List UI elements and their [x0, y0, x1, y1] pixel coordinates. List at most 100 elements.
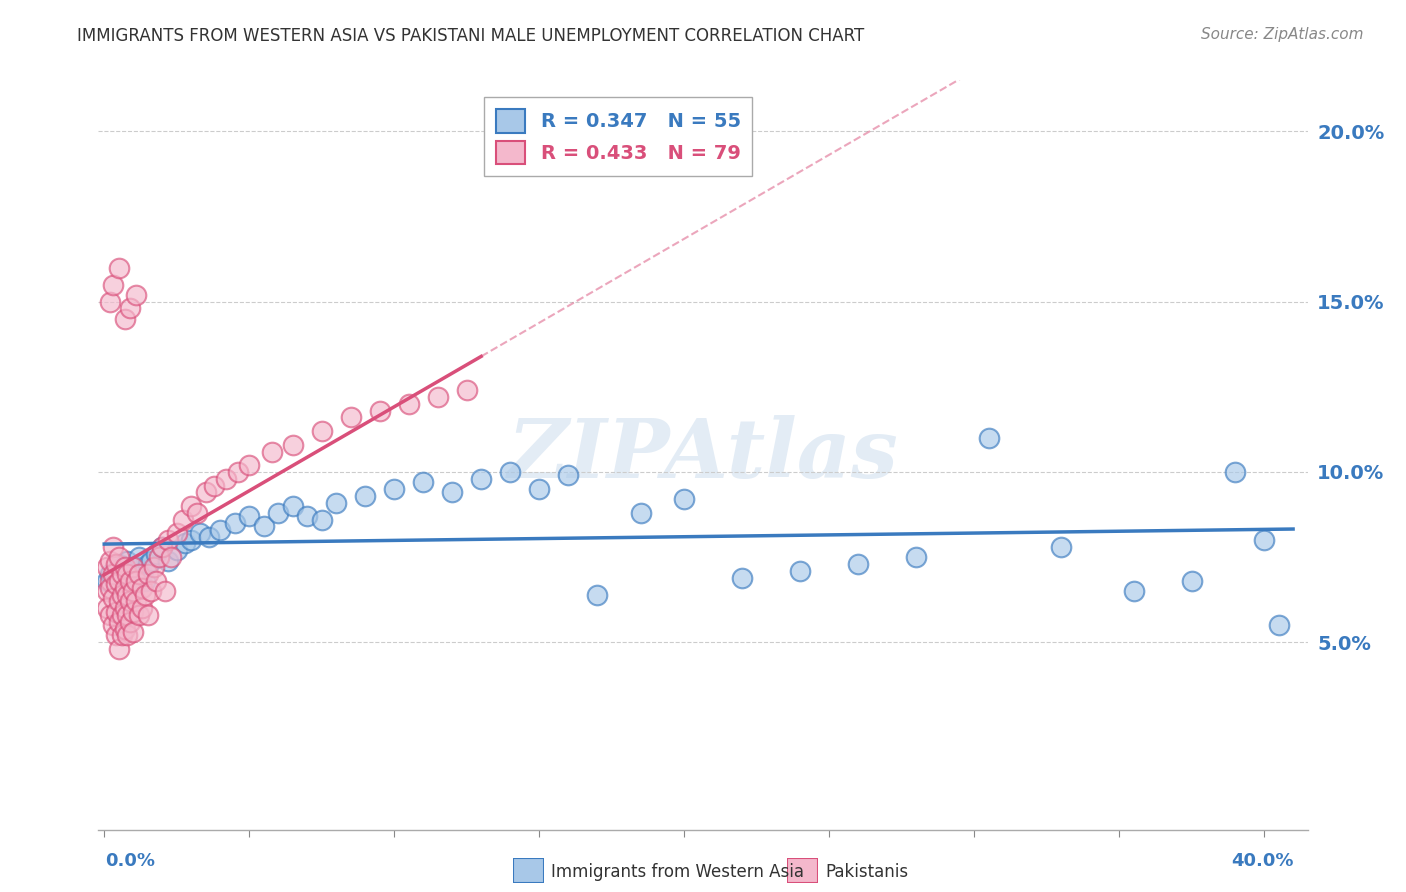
Text: IMMIGRANTS FROM WESTERN ASIA VS PAKISTANI MALE UNEMPLOYMENT CORRELATION CHART: IMMIGRANTS FROM WESTERN ASIA VS PAKISTAN…	[77, 27, 865, 45]
Point	[114, 581, 136, 595]
Point	[104, 557, 127, 571]
Point	[188, 526, 211, 541]
Point	[209, 523, 232, 537]
Point	[153, 584, 176, 599]
Point	[98, 574, 121, 588]
Point	[166, 543, 188, 558]
Point	[96, 584, 118, 599]
Point	[96, 560, 118, 574]
Point	[101, 570, 124, 584]
Point	[368, 403, 391, 417]
Point	[107, 550, 129, 565]
Text: Source: ZipAtlas.com: Source: ZipAtlas.com	[1201, 27, 1364, 42]
Point	[136, 607, 159, 622]
Point	[107, 260, 129, 275]
Point	[120, 574, 142, 588]
Point	[125, 574, 148, 588]
Point	[1267, 618, 1289, 632]
Point	[98, 553, 121, 567]
Point	[110, 628, 132, 642]
Point	[253, 519, 276, 533]
Point	[905, 550, 928, 565]
Point	[846, 557, 869, 571]
Point	[120, 301, 142, 316]
Point	[107, 574, 129, 588]
Point	[117, 628, 139, 642]
Text: ZIPAtlas: ZIPAtlas	[508, 415, 898, 495]
Point	[136, 567, 159, 582]
Text: 40.0%: 40.0%	[1232, 852, 1294, 870]
Point	[311, 513, 333, 527]
Point	[131, 581, 153, 595]
Point	[1122, 584, 1144, 599]
Point	[120, 615, 142, 629]
Point	[1050, 540, 1073, 554]
Point	[107, 642, 129, 657]
Point	[150, 540, 173, 554]
Point	[114, 311, 136, 326]
Point	[128, 607, 150, 622]
Point	[412, 475, 434, 490]
Point	[186, 506, 208, 520]
Point	[325, 495, 347, 509]
Point	[142, 560, 165, 574]
Point	[134, 588, 156, 602]
Point	[117, 607, 139, 622]
Point	[145, 574, 167, 588]
Point	[98, 607, 121, 622]
Point	[107, 557, 129, 571]
Point	[238, 458, 260, 472]
Point	[122, 625, 145, 640]
Point	[128, 567, 150, 582]
Point	[977, 431, 1000, 445]
Point	[145, 547, 167, 561]
Point	[122, 560, 145, 574]
Point	[128, 550, 150, 565]
Point	[426, 390, 449, 404]
Point	[104, 605, 127, 619]
Point	[110, 607, 132, 622]
Point	[339, 410, 361, 425]
Point	[470, 472, 492, 486]
Point	[456, 383, 478, 397]
Point	[202, 478, 225, 492]
Text: Pakistanis: Pakistanis	[825, 863, 908, 881]
Point	[110, 560, 132, 574]
Point	[156, 533, 179, 547]
Point	[101, 277, 124, 292]
Point	[98, 581, 121, 595]
Point	[156, 553, 179, 567]
Point	[110, 567, 132, 582]
Point	[139, 584, 162, 599]
Point	[96, 601, 118, 615]
Point	[789, 564, 811, 578]
Legend: R = 0.347   N = 55, R = 0.433   N = 79: R = 0.347 N = 55, R = 0.433 N = 79	[484, 97, 752, 176]
Point	[194, 485, 217, 500]
Point	[150, 540, 173, 554]
Point	[527, 482, 550, 496]
Point	[122, 584, 145, 599]
Point	[160, 550, 183, 565]
Point	[1181, 574, 1204, 588]
Point	[197, 530, 219, 544]
Point	[238, 509, 260, 524]
Point	[134, 574, 156, 588]
Point	[104, 577, 127, 591]
Point	[1223, 465, 1246, 479]
Point	[104, 564, 127, 578]
Point	[1253, 533, 1275, 547]
Point	[117, 567, 139, 582]
Point	[354, 489, 377, 503]
Point	[98, 567, 121, 582]
Point	[117, 553, 139, 567]
Point	[172, 513, 194, 527]
Point	[311, 424, 333, 438]
Point	[120, 577, 142, 591]
Point	[125, 288, 148, 302]
Point	[101, 591, 124, 605]
Point	[98, 294, 121, 309]
Point	[101, 618, 124, 632]
Point	[96, 574, 118, 588]
Point	[731, 570, 754, 584]
Point	[136, 557, 159, 571]
